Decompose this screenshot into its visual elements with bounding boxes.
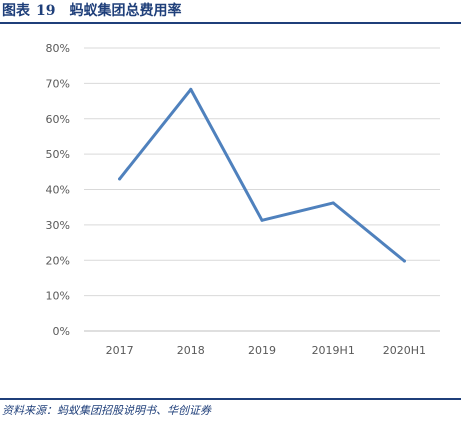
series-line bbox=[118, 87, 406, 263]
y-tick-label: 20% bbox=[46, 254, 70, 267]
grid-lines bbox=[84, 47, 440, 332]
x-tick-label: 2020H1 bbox=[383, 344, 426, 357]
y-axis-ticks: 0% 10% 20% 30% 40% 50% 60% 70% 80% bbox=[46, 42, 70, 338]
y-tick-label: 70% bbox=[46, 77, 70, 90]
figure-number: 19 bbox=[36, 3, 56, 19]
y-tick-label: 50% bbox=[46, 148, 70, 161]
source-note: 资料来源：蚂蚁集团招股说明书、华创证券 bbox=[2, 404, 211, 417]
data-point bbox=[118, 177, 122, 181]
data-point bbox=[402, 259, 406, 263]
data-point bbox=[331, 201, 335, 205]
title-rule bbox=[0, 22, 461, 24]
line-chart: 0%10%20%30%40%50%60%70%80% 2017 2018 2019 2… bbox=[46, 42, 440, 357]
x-tick-label: 2019H1 bbox=[312, 344, 355, 357]
chart-title: 蚂蚁集团总费用率 bbox=[69, 3, 182, 19]
y-tick-label: 80% bbox=[46, 42, 70, 55]
x-tick-label: 2019 bbox=[248, 344, 276, 357]
y-tick-label: 30% bbox=[46, 219, 70, 232]
figure-label: 图表 bbox=[2, 3, 30, 19]
source-rule bbox=[0, 398, 461, 400]
figure-title: 图表 19 蚂蚁集团总费用率 bbox=[2, 2, 181, 20]
y-tick-label: 10% bbox=[46, 290, 70, 303]
x-tick-label: 2017 bbox=[106, 344, 134, 357]
x-axis-ticks: 2017 2018 2019 2019H1 2020H1 bbox=[106, 344, 426, 357]
y-tick-label: 0% bbox=[53, 325, 70, 338]
data-point bbox=[189, 87, 193, 91]
y-tick-label: 60% bbox=[46, 113, 70, 126]
series-layer bbox=[118, 87, 406, 263]
data-point bbox=[260, 218, 264, 222]
x-tick-label: 2018 bbox=[177, 344, 205, 357]
y-tick-label: 40% bbox=[46, 184, 70, 197]
